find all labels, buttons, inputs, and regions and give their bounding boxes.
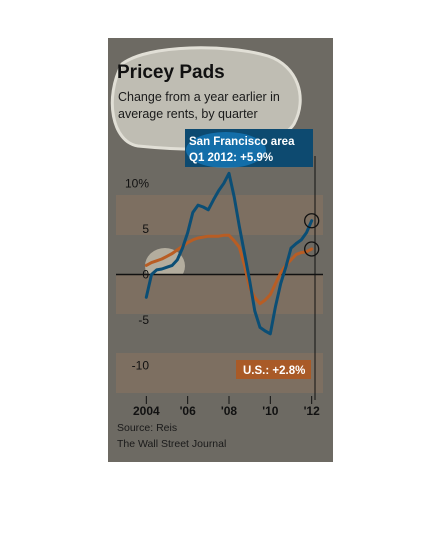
x-tick-label: 2004 xyxy=(133,404,160,418)
chart-subtitle-line-2: average rents, by quarter xyxy=(118,107,258,121)
x-tick-label: '12 xyxy=(304,404,321,418)
chart-svg: Pricey Pads Change from a year earlier i… xyxy=(110,46,323,450)
y-tick-label: 5 xyxy=(142,222,149,236)
chart-title: Pricey Pads xyxy=(117,62,225,83)
title-highlight xyxy=(110,46,302,151)
y-tick-label: -5 xyxy=(138,313,149,327)
publisher-note: The Wall Street Journal xyxy=(117,438,226,450)
end-marker-san-francisco-area xyxy=(304,213,320,229)
series-line-san-francisco-area xyxy=(144,171,314,336)
us-callout-label: U.S.: +2.8% xyxy=(243,365,305,377)
chart-subtitle-line-1: Change from a year earlier in xyxy=(118,90,280,104)
source-note: Source: Reis xyxy=(117,422,177,434)
us-callout-box xyxy=(236,360,311,379)
y-tick-label: -10 xyxy=(132,359,150,373)
sf-callout-highlight xyxy=(186,132,266,168)
x-tick-label: '08 xyxy=(221,404,238,418)
sf-callout-line-2: Q1 2012: +5.9% xyxy=(189,152,273,164)
sf-callout-line-1: San Francisco area xyxy=(189,136,295,148)
y-tick-label: 10% xyxy=(125,176,149,190)
end-marker-u-s xyxy=(304,241,320,257)
x-tick-label: '10 xyxy=(262,404,279,418)
x-tick-label: '06 xyxy=(180,404,197,418)
band-5-10 xyxy=(116,195,323,235)
chart-graphic: Pricey Pads Change from a year earlier i… xyxy=(108,38,333,462)
